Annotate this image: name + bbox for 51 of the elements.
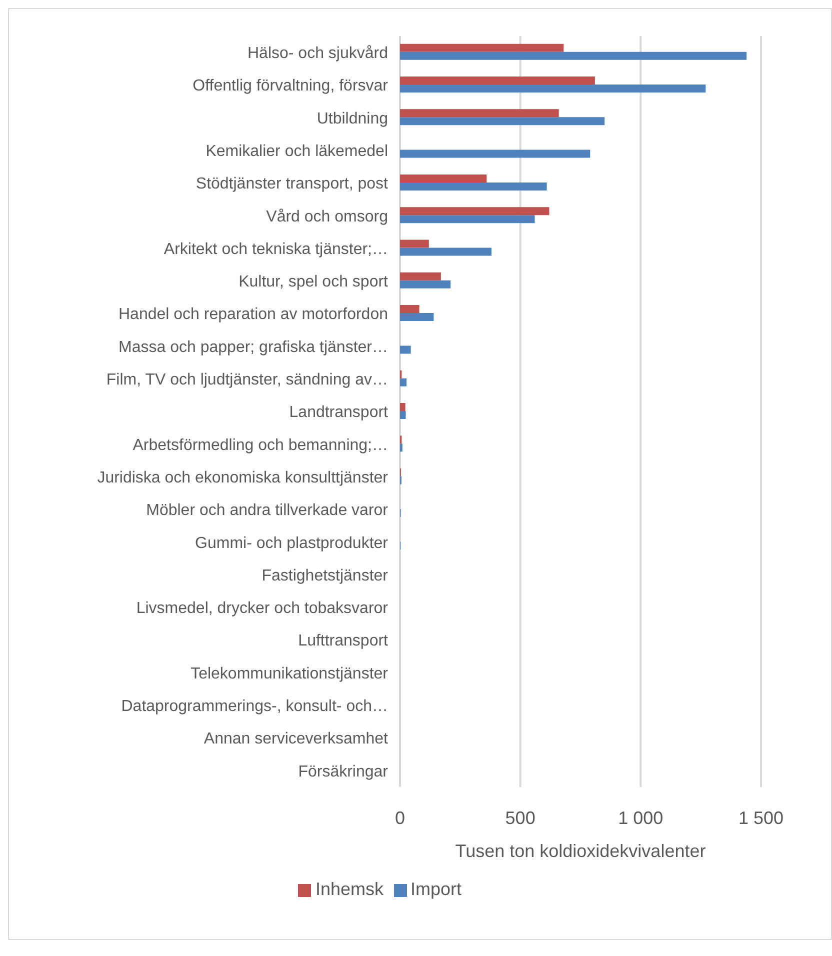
- y-tick-label: Film, TV och ljudtjänster, sändning av…: [106, 372, 388, 389]
- y-tick-label: Stödtjänster transport, post: [196, 176, 389, 193]
- y-tick-label: Telekommunikationstjänster: [190, 665, 389, 682]
- x-tick-label: 500: [505, 808, 536, 828]
- y-tick-label: Lufttransport: [298, 632, 389, 650]
- bar: [400, 150, 590, 158]
- bar: [400, 117, 605, 126]
- bar: [400, 248, 492, 256]
- bar: [400, 207, 550, 216]
- bar: [400, 240, 429, 248]
- bar: [400, 174, 487, 182]
- y-tick-label: Handel och reparation av motorfordon: [118, 306, 388, 324]
- bar: [400, 313, 434, 322]
- y-tick-label: Utbildning: [316, 110, 388, 128]
- y-tick-label: Kemikalier och läkemedel: [206, 142, 388, 160]
- y-tick-label: Arkitekt och tekniska tjänster;…: [164, 240, 388, 258]
- y-tick-label: Livsmedel, drycker och tobaksvaror: [136, 600, 389, 618]
- x-axis-title: Tusen ton koldioxidekvivalenter: [455, 841, 706, 861]
- bar: [400, 280, 451, 288]
- y-tick-label: Offentlig förvaltning, försvar: [192, 78, 389, 95]
- y-tick-label: Kultur, spel och sport: [238, 274, 389, 291]
- bar: [400, 52, 747, 60]
- bar: [400, 272, 441, 280]
- bar: [400, 411, 406, 420]
- bar: [400, 76, 595, 84]
- bar: [400, 84, 706, 92]
- legend-label: Import: [410, 879, 462, 899]
- bar: [400, 215, 535, 224]
- y-tick-label: Gummi- och plastprodukter: [195, 534, 389, 552]
- y-tick-label: Försäkringar: [298, 763, 389, 780]
- y-tick-label: Landtransport: [289, 404, 389, 422]
- y-tick-label: Massa och papper; grafiska tjänster…: [118, 338, 388, 356]
- legend-label: Inhemsk: [315, 879, 384, 899]
- x-tick-label: 1 500: [738, 808, 784, 828]
- y-tick-label: Hälso- och sjukvård: [248, 45, 388, 62]
- bar: [400, 44, 564, 52]
- y-tick-label: Annan serviceverksamhet: [204, 730, 389, 748]
- bar: [400, 378, 406, 386]
- y-tick-label: Fastighetstjänster: [262, 567, 389, 584]
- y-tick-label: Vård och omsorg: [266, 208, 388, 226]
- y-tick-label: Dataprogrammerings-, konsult- och…: [121, 698, 388, 716]
- bar: [400, 305, 420, 314]
- x-tick-label: 0: [394, 808, 406, 828]
- bar: [400, 182, 547, 190]
- y-tick-label: Arbetsförmedling och bemanning;…: [132, 436, 388, 454]
- x-tick-label: 1 000: [618, 808, 664, 828]
- bar: [400, 346, 411, 354]
- bar: [400, 403, 406, 412]
- bar: [400, 109, 559, 118]
- y-tick-label: Juridiska och ekonomiska konsulttjänster: [97, 469, 389, 486]
- y-tick-label: Möbler och andra tillverkade varor: [146, 502, 389, 520]
